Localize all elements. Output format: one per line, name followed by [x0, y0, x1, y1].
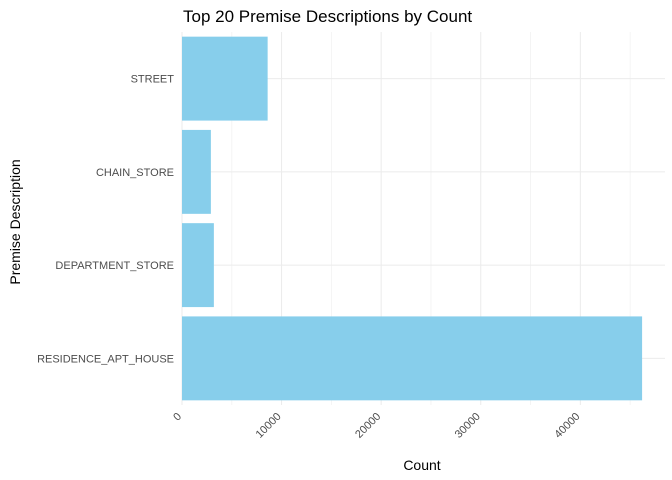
x-tick-label: 10000 [254, 411, 284, 441]
bars [182, 36, 643, 401]
bar-chain-store [182, 129, 211, 214]
bar-street [182, 36, 268, 121]
x-tick-label: 30000 [453, 411, 483, 441]
y-axis-title: Premise Description [7, 159, 23, 284]
y-tick-label: CHAIN_STORE [96, 167, 174, 179]
x-tick-label: 20000 [353, 411, 383, 441]
y-tick-label: RESIDENCE_APT_HOUSE [37, 353, 174, 365]
y-tick-label: STREET [131, 74, 175, 86]
x-tick-label: 40000 [552, 411, 582, 441]
y-tick-labels: STREET CHAIN_STORE DEPARTMENT_STORE RESIDEN… [37, 74, 174, 366]
chart-title: Top 20 Premise Descriptions by Count [183, 7, 472, 26]
y-tick-label: DEPARTMENT_STORE [55, 260, 174, 272]
x-tick-labels: 0 10000 20000 30000 40000 [171, 411, 582, 441]
x-axis-title: Count [403, 457, 440, 473]
bar-residence-apt-house [182, 316, 643, 401]
bar-department-store [182, 223, 214, 308]
x-tick-label: 0 [171, 411, 184, 424]
